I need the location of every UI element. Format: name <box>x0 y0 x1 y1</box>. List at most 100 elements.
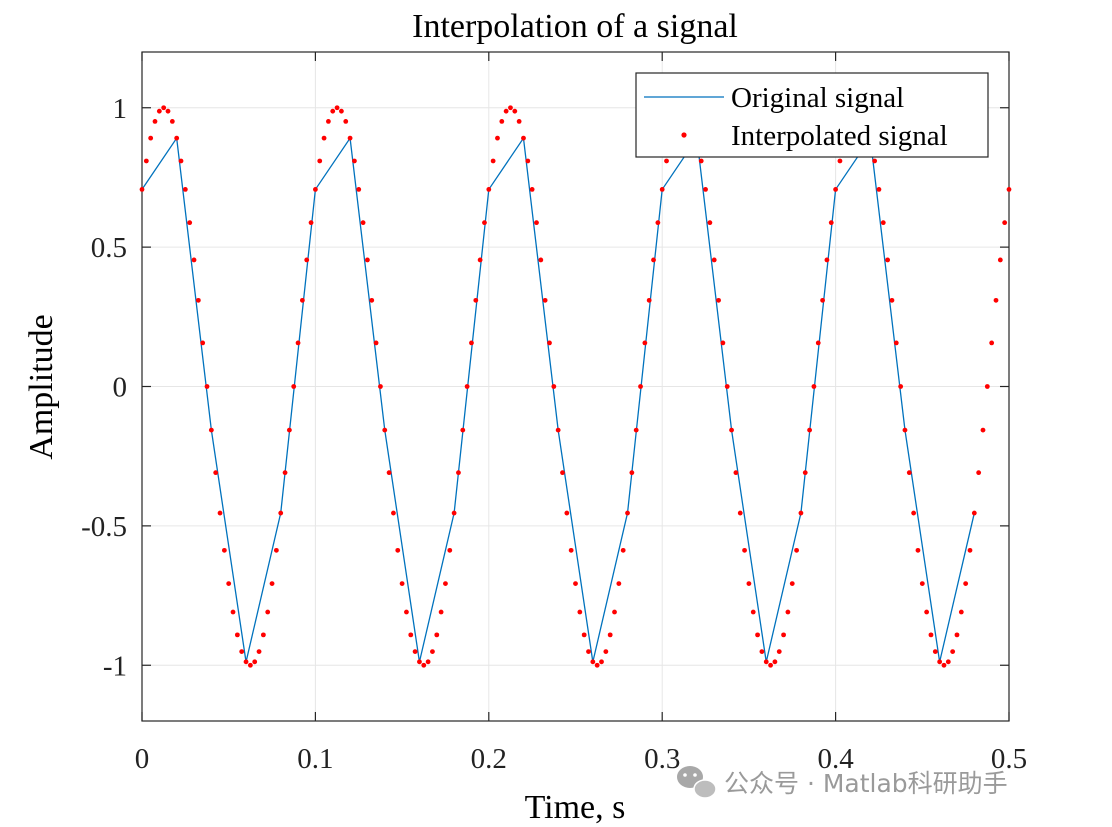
interpolated-point <box>226 581 232 587</box>
interpolated-point <box>247 662 253 668</box>
interpolated-point <box>828 220 834 226</box>
interpolated-point <box>824 257 830 263</box>
interpolated-point <box>776 649 782 655</box>
interpolated-point <box>802 470 808 476</box>
interpolated-point <box>477 257 483 263</box>
interpolated-point <box>343 118 349 124</box>
interpolated-point <box>798 510 804 516</box>
interpolated-point <box>508 105 513 111</box>
interpolated-point <box>711 257 717 263</box>
interpolated-point <box>551 384 557 389</box>
interpolated-point <box>174 135 180 141</box>
interpolated-point <box>234 632 240 638</box>
interpolated-point <box>807 427 812 433</box>
interpolated-point <box>789 581 795 587</box>
interpolated-point <box>768 662 773 668</box>
interpolated-point <box>911 510 917 516</box>
x-tick-label: 0.5 <box>991 743 1027 775</box>
interpolated-point <box>464 384 470 389</box>
interpolated-point <box>443 581 448 587</box>
interpolated-point <box>945 659 951 665</box>
interpolated-point <box>521 135 526 141</box>
x-tick-label: 0 <box>135 743 150 775</box>
interpolated-point <box>200 340 206 346</box>
interpolated-point <box>161 105 167 111</box>
interpolated-point <box>919 581 925 587</box>
interpolated-point <box>976 470 982 476</box>
interpolated-point <box>759 649 765 655</box>
interpolated-point <box>299 297 305 303</box>
interpolated-point <box>369 297 375 303</box>
interpolated-point <box>534 220 539 226</box>
interpolated-point <box>902 427 908 433</box>
interpolated-point <box>638 384 643 389</box>
interpolated-point <box>495 135 500 141</box>
interpolated-point <box>941 662 947 668</box>
interpolated-point <box>573 581 578 587</box>
interpolated-point <box>187 220 193 226</box>
interpolated-point <box>746 581 752 587</box>
interpolated-point <box>178 158 184 164</box>
interpolated-point <box>568 547 574 553</box>
series-original-signal-line <box>141 136 975 663</box>
interpolated-point <box>1002 220 1008 226</box>
interpolated-point <box>772 659 778 665</box>
interpolated-point <box>208 427 214 433</box>
interpolated-point <box>182 186 188 192</box>
interpolated-point <box>928 632 934 638</box>
interpolated-point <box>980 427 986 433</box>
interpolated-point <box>252 659 258 665</box>
interpolated-point <box>447 547 453 553</box>
interpolated-point <box>256 649 262 655</box>
legend-interpolated-signal-label: Interpolated signal <box>731 120 948 152</box>
legend-interpolated-signal-swatch <box>681 132 687 138</box>
interpolated-point <box>512 108 518 114</box>
interpolated-point <box>763 659 769 665</box>
interpolated-point <box>577 609 583 615</box>
interpolated-point <box>438 609 444 615</box>
interpolated-point <box>785 609 791 615</box>
interpolated-point <box>499 118 505 124</box>
y-tick-label: -0.5 <box>81 511 127 543</box>
interpolated-point <box>651 257 656 263</box>
interpolated-point <box>265 609 271 615</box>
interpolated-point <box>352 158 357 164</box>
interpolated-point <box>993 297 999 303</box>
interpolated-point <box>837 158 843 164</box>
interpolated-point <box>737 510 743 516</box>
interpolated-point <box>664 158 669 164</box>
watermark: 公众号 · Matlab科研助手 <box>677 766 1008 799</box>
interpolated-point <box>412 649 418 655</box>
interpolated-point <box>404 609 409 615</box>
x-tick-label: 0.4 <box>817 743 854 775</box>
interpolated-point <box>239 649 245 655</box>
interpolated-point <box>612 609 617 615</box>
interpolated-point <box>204 384 210 389</box>
chart-title: Interpolation of a signal <box>412 8 738 45</box>
interpolated-point <box>729 427 734 433</box>
interpolated-point <box>191 257 197 263</box>
interpolated-point <box>260 632 266 638</box>
interpolated-point <box>599 659 604 665</box>
interpolated-point <box>659 186 665 192</box>
wechat-icon <box>677 766 717 799</box>
interpolated-point <box>646 297 652 303</box>
x-tick-label: 0.3 <box>644 743 680 775</box>
interpolated-point <box>590 659 596 665</box>
interpolated-point <box>833 186 838 192</box>
y-axis-label: Amplitude <box>23 314 60 459</box>
y-tick-labels: 1 0.5 0 -0.5 -1 <box>81 93 127 683</box>
interpolated-point <box>625 510 630 516</box>
interpolated-point <box>425 659 431 665</box>
interpolated-point <box>781 632 786 638</box>
interpolated-point <box>408 632 414 638</box>
interpolated-point <box>750 609 756 615</box>
interpolated-point <box>924 609 930 615</box>
interpolated-point <box>347 135 353 141</box>
interpolated-point <box>473 297 479 303</box>
interpolated-point <box>872 158 878 164</box>
interpolated-point <box>360 220 366 226</box>
interpolated-point <box>620 547 626 553</box>
interpolated-point <box>564 510 570 516</box>
interpolated-point <box>399 581 405 587</box>
